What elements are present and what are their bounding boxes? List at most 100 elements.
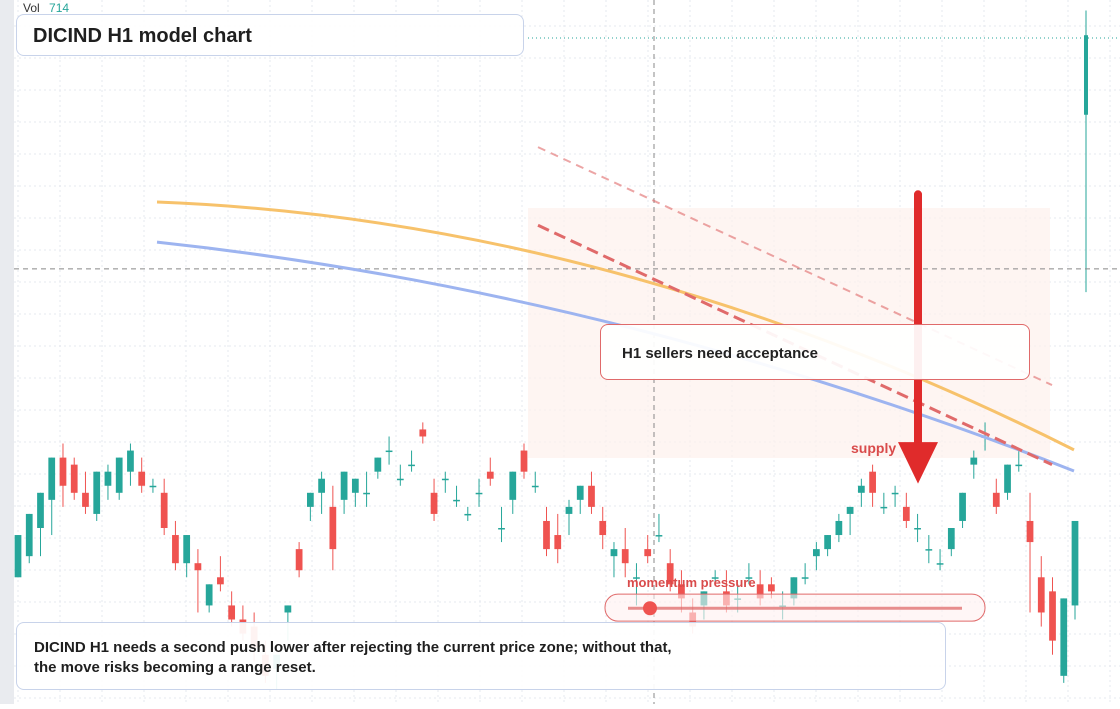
candle-body (554, 535, 562, 550)
candle-body (1049, 591, 1056, 641)
left-rail (0, 0, 14, 704)
candle-body (902, 506, 910, 521)
candle-body (588, 485, 595, 507)
candle-body (295, 549, 303, 571)
candle-body (93, 471, 101, 514)
candle-body (408, 464, 415, 467)
candle-body (633, 577, 640, 579)
candle-body (711, 577, 719, 579)
candle-body (1004, 464, 1011, 493)
candle-body (318, 478, 325, 493)
candle-body (678, 584, 685, 599)
candle-body (1060, 598, 1068, 676)
candle-body (812, 549, 820, 557)
candle-body (925, 549, 933, 551)
candle-body (891, 492, 899, 495)
candle-body (217, 577, 224, 585)
candle-body (756, 584, 764, 599)
candle-body (801, 577, 809, 579)
candle-body (419, 429, 427, 437)
candle-body (543, 520, 550, 550)
candle-body (351, 478, 359, 493)
candle-body (857, 485, 865, 493)
candle-body (520, 450, 528, 472)
candle-body (565, 506, 573, 514)
candle-body (205, 584, 213, 606)
candle-body (824, 535, 831, 550)
candle-body (363, 492, 370, 495)
signal-arrow-head (898, 442, 938, 484)
callout-text: H1 sellers need acceptance (622, 345, 818, 362)
candle-body (48, 457, 56, 500)
candle-body (453, 499, 460, 502)
candle-body (138, 471, 146, 486)
candle-body (37, 492, 44, 528)
candle-body (70, 464, 78, 493)
candle-body (340, 471, 348, 500)
note-panel: DICIND H1 needs a second push lower afte… (16, 622, 946, 690)
candle-body (228, 605, 236, 620)
candle-body (1026, 520, 1034, 543)
trend-line-upper (537, 146, 1053, 386)
candle-body (329, 506, 337, 550)
candle-body (846, 506, 854, 514)
last-candle-body (1084, 35, 1088, 115)
candle-body (25, 513, 33, 557)
candle-body (947, 528, 955, 550)
candle-body (172, 535, 179, 564)
note-text: DICIND H1 needs a second push lower afte… (34, 638, 714, 678)
candle-body (621, 549, 629, 564)
candle-body (14, 535, 22, 578)
title-panel: DICIND H1 model chart (16, 14, 524, 56)
candle-body (82, 492, 89, 507)
ma-fast-line (156, 200, 1075, 452)
candle-body (486, 471, 494, 479)
candle-body (374, 457, 382, 472)
candle-body (869, 471, 876, 493)
note-line-2: the move risks becoming a range reset. (34, 659, 316, 676)
candle-body (498, 528, 505, 530)
candle-body (970, 457, 978, 465)
momentum-marker (643, 601, 657, 616)
candle-body (644, 549, 652, 557)
volume-label: Vol (23, 1, 40, 15)
candle-body (430, 492, 438, 514)
candle-body (666, 563, 674, 585)
chart-title: DICIND H1 model chart (33, 25, 252, 47)
candle-body (149, 485, 157, 488)
candle-body (745, 577, 753, 579)
candle-body (475, 492, 483, 495)
callout-panel: H1 sellers need acceptance (600, 324, 1030, 380)
candle-body (1037, 577, 1045, 613)
candle-body (936, 563, 944, 565)
candle-body (59, 457, 67, 486)
candle-body (576, 485, 584, 500)
note-line-1: DICIND H1 needs a second push lower afte… (34, 639, 672, 656)
candle-body (509, 471, 517, 500)
candle-body (531, 485, 539, 488)
candle-body (396, 478, 404, 481)
candle-body (284, 605, 292, 613)
candle-body (115, 457, 123, 493)
candle-body (880, 506, 888, 509)
candle-body (992, 492, 1000, 507)
candle-body (790, 577, 798, 599)
candle-body (835, 520, 843, 536)
candle-body (768, 584, 775, 592)
candle-body (464, 513, 472, 516)
candle-body (441, 478, 449, 481)
candle-body (385, 450, 393, 453)
candle-body (306, 492, 314, 507)
candle-body (655, 535, 663, 537)
candle-body (610, 549, 618, 557)
candle-body (1015, 464, 1023, 467)
trend-line-lower (537, 223, 1053, 466)
candle-body (959, 492, 966, 521)
candle-body (194, 563, 202, 571)
candle-body (160, 492, 168, 528)
candle-body (127, 450, 134, 472)
supply-label: supply (851, 440, 897, 456)
candle-body (599, 520, 607, 536)
volume-readout: Vol 714 (23, 1, 69, 15)
candle-body (104, 471, 112, 486)
